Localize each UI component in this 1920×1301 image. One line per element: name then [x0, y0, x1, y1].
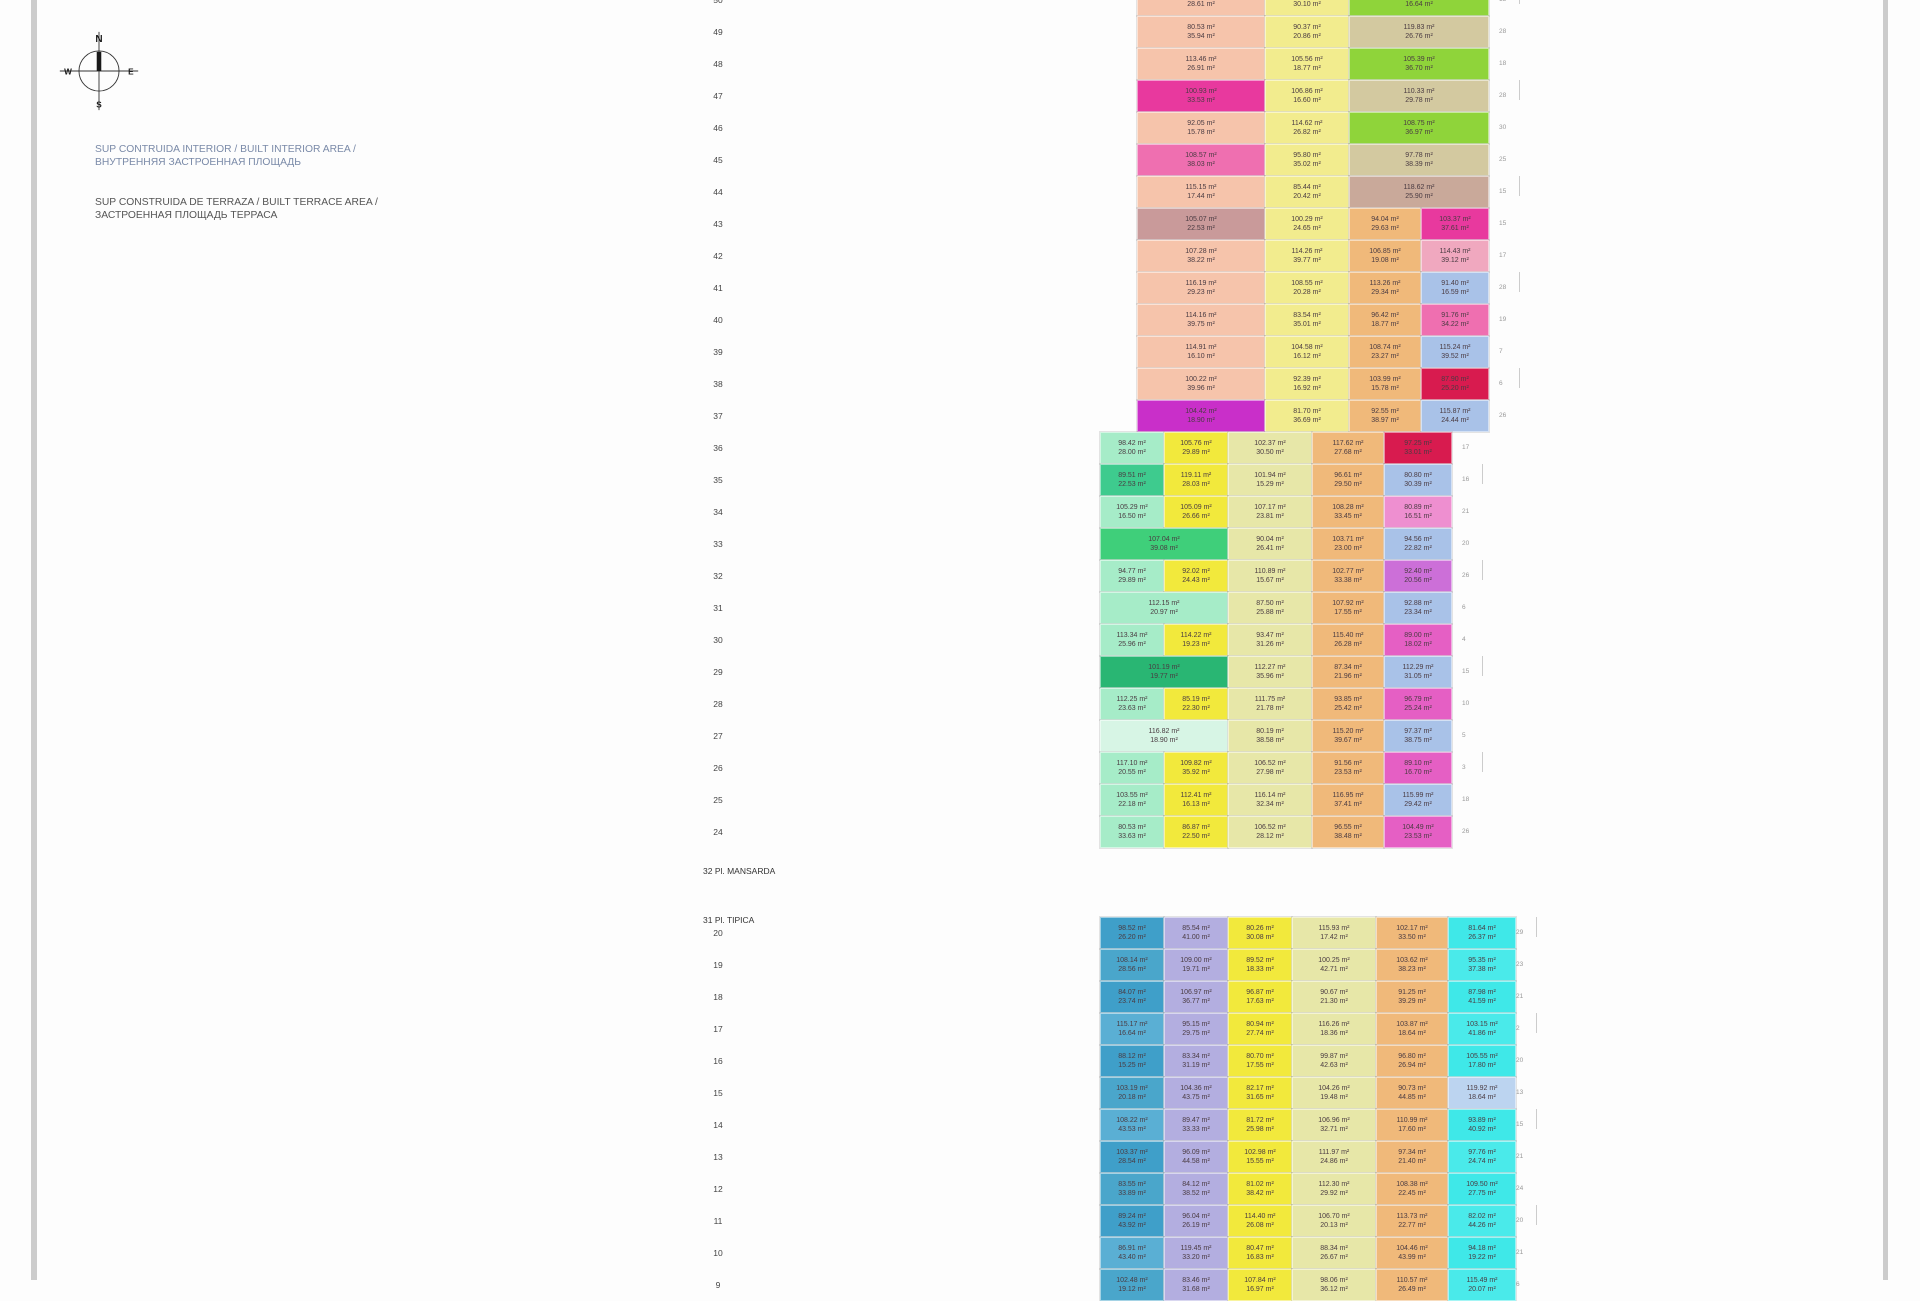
- svg-text:N: N: [95, 34, 102, 45]
- svg-text:E: E: [128, 68, 134, 77]
- svg-text:S: S: [96, 100, 102, 109]
- svg-text:W: W: [64, 68, 72, 77]
